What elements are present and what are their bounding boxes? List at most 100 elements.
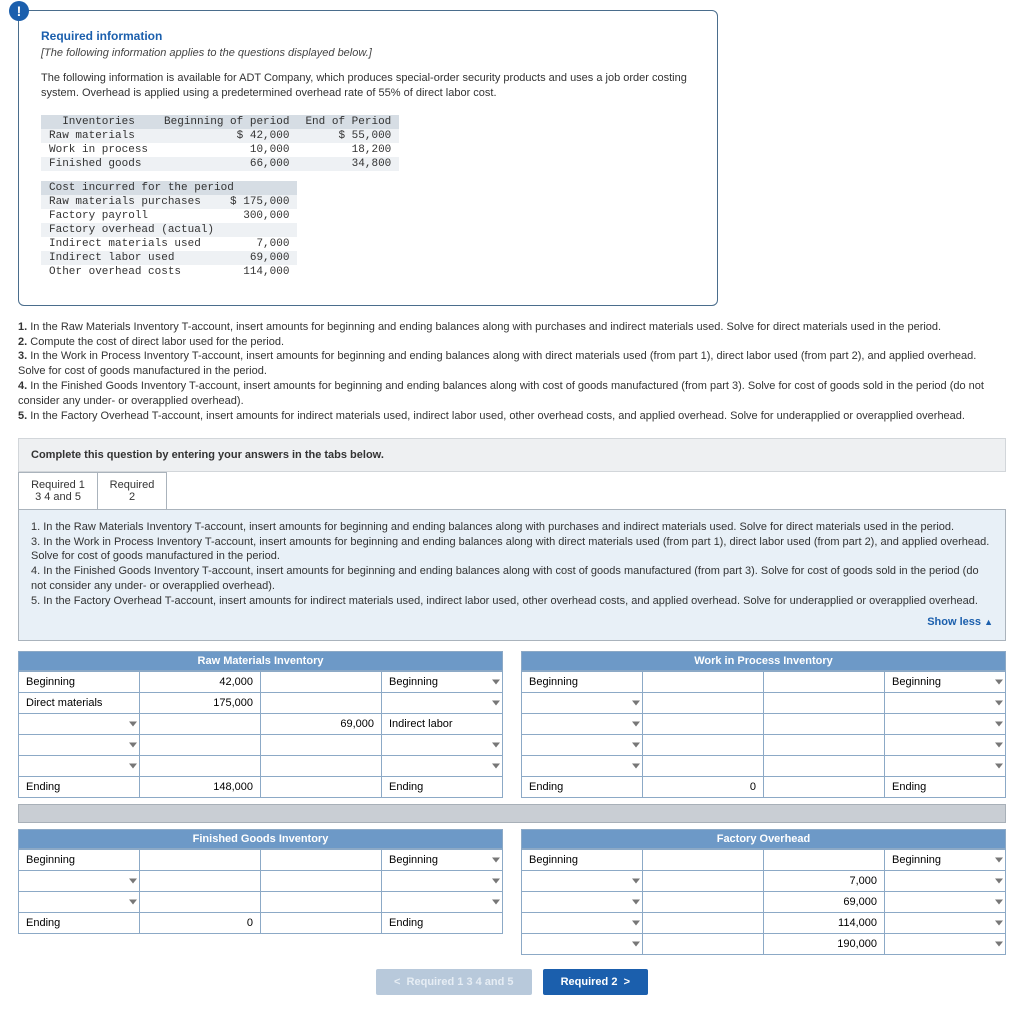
fg-right-label-input[interactable] xyxy=(386,852,498,868)
wip-right-amount-input[interactable] xyxy=(768,674,880,690)
rm-right-amount-input[interactable] xyxy=(265,695,377,711)
prev-button[interactable]: < Required 1 3 4 and 5 xyxy=(376,969,532,995)
t-title: Raw Materials Inventory xyxy=(18,651,503,671)
rm-left-label-input[interactable] xyxy=(23,758,135,774)
rm-left-amount-input[interactable] xyxy=(144,674,256,690)
wip-right-label-input[interactable] xyxy=(889,674,1001,690)
wip-right-amount-input[interactable] xyxy=(768,737,880,753)
wip-right-label-input[interactable] xyxy=(889,758,1001,774)
inv-col-1: Beginning of period xyxy=(156,115,297,129)
fg-left-label-input[interactable] xyxy=(23,852,135,868)
wip-left-end-amount[interactable] xyxy=(647,779,759,795)
rm-left-amount-input[interactable] xyxy=(144,737,256,753)
wip-left-label-input[interactable] xyxy=(526,695,638,711)
rm-left-label-input[interactable] xyxy=(23,716,135,732)
wip-left-label-input[interactable] xyxy=(526,737,638,753)
wip-right-end-amount[interactable] xyxy=(768,779,880,795)
inv-row-label: Work in process xyxy=(41,143,156,157)
next-button[interactable]: Required 2 > xyxy=(543,969,648,995)
wip-right-amount-input[interactable] xyxy=(768,695,880,711)
cost-row-label: Raw materials purchases xyxy=(41,195,222,209)
rm-left-end-amount[interactable] xyxy=(144,779,256,795)
wip-left-label-input[interactable] xyxy=(526,674,638,690)
wip-left-amount-input[interactable] xyxy=(647,758,759,774)
rm-left-label-input[interactable] xyxy=(23,695,135,711)
fo-right-amount-input[interactable] xyxy=(768,936,880,952)
fo-right-amount-input[interactable] xyxy=(768,894,880,910)
inv-row-end: 18,200 xyxy=(297,143,399,157)
wip-left-label-input[interactable] xyxy=(526,758,638,774)
fo-left-amount-input[interactable] xyxy=(647,852,759,868)
fg-left-amount-input[interactable] xyxy=(144,873,256,889)
fg-left-amount-input[interactable] xyxy=(144,852,256,868)
rm-left-end-label[interactable] xyxy=(23,779,135,795)
tab-required-1345[interactable]: Required 1 3 4 and 5 xyxy=(18,472,98,509)
fg-left-label-input[interactable] xyxy=(23,894,135,910)
panel-line: 3. In the Work in Process Inventory T-ac… xyxy=(31,535,993,565)
fg-left-end-amount[interactable] xyxy=(144,915,256,931)
fg-right-amount-input[interactable] xyxy=(265,852,377,868)
fo-left-label-input[interactable] xyxy=(526,852,638,868)
fo-left-label-input[interactable] xyxy=(526,936,638,952)
wip-left-amount-input[interactable] xyxy=(647,716,759,732)
fo-left-amount-input[interactable] xyxy=(647,915,759,931)
rm-left-amount-input[interactable] xyxy=(144,695,256,711)
fg-right-label-input[interactable] xyxy=(386,894,498,910)
rm-right-end-label[interactable] xyxy=(386,779,498,795)
rm-right-label-input[interactable] xyxy=(386,737,498,753)
fo-left-label-input[interactable] xyxy=(526,894,638,910)
fo-left-amount-input[interactable] xyxy=(647,894,759,910)
rm-left-label-input[interactable] xyxy=(23,674,135,690)
fg-right-amount-input[interactable] xyxy=(265,873,377,889)
rm-right-amount-input[interactable] xyxy=(265,758,377,774)
wip-left-label-input[interactable] xyxy=(526,716,638,732)
rm-right-label-input[interactable] xyxy=(386,716,498,732)
fo-right-label-input[interactable] xyxy=(889,936,1001,952)
fo-right-label-input[interactable] xyxy=(889,894,1001,910)
fg-right-label-input[interactable] xyxy=(386,873,498,889)
tab-required-2[interactable]: Required 2 xyxy=(97,472,167,509)
fg-left-end-label[interactable] xyxy=(23,915,135,931)
rm-left-amount-input[interactable] xyxy=(144,758,256,774)
show-less-toggle[interactable]: Show less ▲ xyxy=(31,615,993,630)
wip-right-label-input[interactable] xyxy=(889,695,1001,711)
cost-row-amt: $ 175,000 xyxy=(222,195,297,209)
rm-right-amount-input[interactable] xyxy=(265,716,377,732)
rm-right-label-input[interactable] xyxy=(386,695,498,711)
fo-right-label-input[interactable] xyxy=(889,915,1001,931)
fo-right-label-input[interactable] xyxy=(889,873,1001,889)
t-title: Finished Goods Inventory xyxy=(18,829,503,849)
fo-right-amount-input[interactable] xyxy=(768,852,880,868)
wip-right-label-input[interactable] xyxy=(889,716,1001,732)
fg-right-end-label[interactable] xyxy=(386,915,498,931)
prev-label: Required 1 3 4 and 5 xyxy=(407,976,514,988)
fo-left-label-input[interactable] xyxy=(526,873,638,889)
rm-right-label-input[interactable] xyxy=(386,758,498,774)
wip-right-label-input[interactable] xyxy=(889,737,1001,753)
rm-right-label-input[interactable] xyxy=(386,674,498,690)
fg-left-amount-input[interactable] xyxy=(144,894,256,910)
fg-left-label-input[interactable] xyxy=(23,873,135,889)
q-num: 4. xyxy=(18,380,27,392)
fo-left-amount-input[interactable] xyxy=(647,873,759,889)
wip-left-amount-input[interactable] xyxy=(647,737,759,753)
rm-left-label-input[interactable] xyxy=(23,737,135,753)
fo-right-label-input[interactable] xyxy=(889,852,1001,868)
fg-right-amount-input[interactable] xyxy=(265,894,377,910)
wip-left-end-label[interactable] xyxy=(526,779,638,795)
fo-right-amount-input[interactable] xyxy=(768,873,880,889)
rm-left-amount-input[interactable] xyxy=(144,716,256,732)
rm-right-amount-input[interactable] xyxy=(265,737,377,753)
fo-left-label-input[interactable] xyxy=(526,915,638,931)
fo-right-amount-input[interactable] xyxy=(768,915,880,931)
rm-right-amount-input[interactable] xyxy=(265,674,377,690)
fg-right-end-amount[interactable] xyxy=(265,915,377,931)
wip-right-end-label[interactable] xyxy=(889,779,1001,795)
wip-right-amount-input[interactable] xyxy=(768,758,880,774)
rm-right-end-amount[interactable] xyxy=(265,779,377,795)
wip-right-amount-input[interactable] xyxy=(768,716,880,732)
t-title: Factory Overhead xyxy=(521,829,1006,849)
fo-left-amount-input[interactable] xyxy=(647,936,759,952)
wip-left-amount-input[interactable] xyxy=(647,695,759,711)
wip-left-amount-input[interactable] xyxy=(647,674,759,690)
